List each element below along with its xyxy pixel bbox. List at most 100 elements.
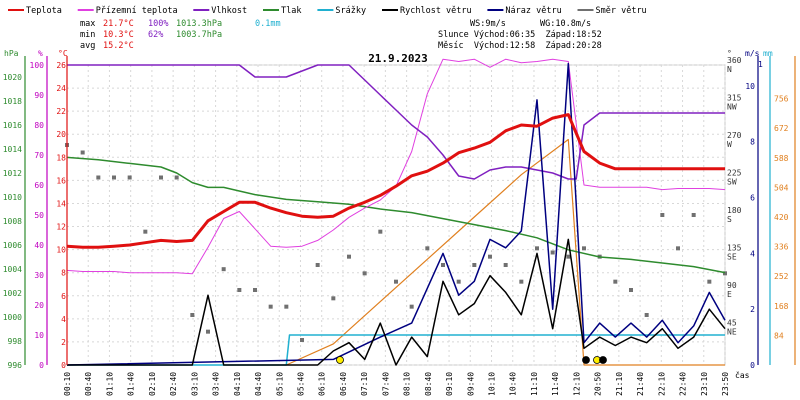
info-sun: Slunce Východ:06:35 Západ:18:52 (438, 30, 602, 40)
temperature-tick-label: 10 (56, 246, 66, 255)
humidity-tick-label: 30 (34, 271, 44, 280)
wind-direction-point (143, 229, 148, 234)
stat-max-rain: 0.1mm (255, 19, 281, 29)
pressure-tick-label: 998 (8, 337, 23, 346)
humidity-tick-label: 60 (34, 181, 44, 190)
wind-direction-point (660, 213, 665, 217)
direction-tick-degree: 180 (727, 206, 742, 215)
wind-direction-point (174, 175, 179, 180)
stat-max-label: max (80, 19, 95, 29)
wind-direction-point (159, 175, 163, 180)
humidity-tick-label: 20 (34, 301, 44, 310)
rain-accum-tick-label: 168 (774, 302, 789, 311)
direction-tick-compass: W (727, 140, 732, 149)
stat-avg-label: avg (80, 41, 95, 51)
wind-direction-point (582, 246, 586, 251)
wind-tick-label: 6 (750, 194, 755, 203)
direction-tick-degree: 225 (727, 169, 742, 178)
temperature-tick-label: 14 (56, 199, 66, 208)
pressure-tick-label: 1004 (3, 265, 22, 274)
x-tick-label: 00:10 (63, 372, 72, 396)
wind-tick-label: 8 (750, 138, 755, 147)
temperature-tick-label: 26 (56, 61, 66, 70)
wind-direction-point (315, 263, 320, 267)
x-tick-label: 00:40 (84, 372, 93, 396)
x-tick-label: 09:40 (466, 372, 475, 396)
temperature-unit: °C (58, 49, 68, 58)
legend-label: Náraz větru (505, 6, 561, 16)
temperature-tick-label: 18 (56, 153, 66, 162)
humidity-tick-label: 90 (34, 91, 44, 100)
header-text: 21.9.2023 max 21.7°C 100% 1013.3hPa 0.1m… (80, 19, 602, 65)
temperature-line (66, 113, 725, 249)
humidity-tick-label: 0 (39, 361, 44, 370)
wind-direction-point (629, 288, 633, 292)
x-tick-label: 02:10 (148, 372, 157, 396)
x-axis-label: čas (735, 370, 750, 380)
humidity-tick-label: 80 (34, 121, 44, 130)
x-tick-label: 12:10 (572, 372, 581, 396)
pressure-tick-label: 1008 (3, 217, 22, 226)
humidity-tick-label: 70 (34, 151, 44, 160)
stat-max-press: 1013.3hPa (176, 19, 222, 29)
moonrise-marker (582, 356, 590, 364)
wind-direction-point (378, 229, 383, 234)
rain-accum-tick-label: 504 (774, 183, 789, 192)
pressure-tick-label: 1016 (3, 121, 22, 130)
pressure-tick-label: 996 (8, 361, 23, 370)
info-wg: WG:10.8m/s (540, 19, 591, 29)
axes: 1020101810161014101210101008100610041002… (3, 49, 796, 396)
x-tick-label: 06:40 (339, 372, 348, 396)
moonset-marker (599, 356, 607, 364)
pressure-tick-label: 1014 (3, 145, 22, 154)
pressure-tick-label: 1002 (3, 289, 22, 298)
wind-direction-point (112, 175, 116, 180)
direction-tick-compass: S (727, 215, 732, 224)
temperature-tick-label: 22 (56, 107, 66, 116)
humidity-line (67, 64, 725, 180)
x-tick-label: 01:10 (105, 372, 114, 396)
x-tick-label: 11:40 (551, 372, 560, 396)
x-tick-label: 11:10 (530, 372, 539, 396)
pressure-unit: hPa (4, 49, 19, 58)
wind-direction-point (472, 263, 477, 267)
direction-tick-degree: 360 (727, 56, 742, 65)
wind-direction-point (550, 250, 555, 255)
wind-direction-point (644, 313, 649, 317)
wind-unit-alt: 1 (758, 60, 763, 69)
stat-min-press: 1003.7hPa (176, 30, 222, 40)
wind-direction-point (691, 213, 696, 217)
legend-label: Vlhkost (211, 6, 247, 16)
legend-label: Rychlost větru (400, 6, 472, 16)
wind-direction-point (409, 304, 414, 309)
wind-direction-point (441, 263, 445, 267)
rain-accum-tick-label: 252 (774, 272, 789, 281)
rain-accum-tick-label: 672 (774, 124, 789, 133)
legend-label: Teplota (26, 6, 62, 16)
info-ws: WS:9m/s (470, 19, 506, 29)
x-tick-label: 07:10 (360, 372, 369, 396)
direction-tick-degree: 270 (727, 131, 742, 140)
temperature-tick-label: 2 (61, 338, 66, 347)
direction-tick-compass: E (727, 290, 732, 299)
temperature-tick-label: 0 (61, 361, 66, 370)
temperature-tick-label: 4 (61, 315, 66, 324)
wind-gust-line (66, 62, 726, 366)
x-tick-label: 03:40 (212, 372, 221, 396)
x-tick-label: 03:10 (190, 372, 199, 396)
x-tick-label: 04:10 (233, 372, 242, 396)
x-tick-label: 05:10 (275, 372, 284, 396)
legend-label: Přízemní teplota (96, 6, 178, 16)
wind-direction-point (331, 296, 336, 301)
rain-accumulation-line (286, 138, 725, 366)
wind-direction-point (362, 271, 367, 276)
direction-tick-compass: N (727, 65, 732, 74)
x-tick-label: 07:40 (381, 372, 390, 396)
wind-direction-point (300, 338, 304, 342)
wind-direction-point (723, 271, 727, 276)
direction-tick-degree: 90 (727, 281, 737, 290)
direction-tick-compass: NW (727, 103, 737, 112)
direction-unit: ° (727, 49, 732, 58)
legend: Teplota Přízemní teplota Vlhkost Tlak Srážky… (8, 6, 647, 16)
